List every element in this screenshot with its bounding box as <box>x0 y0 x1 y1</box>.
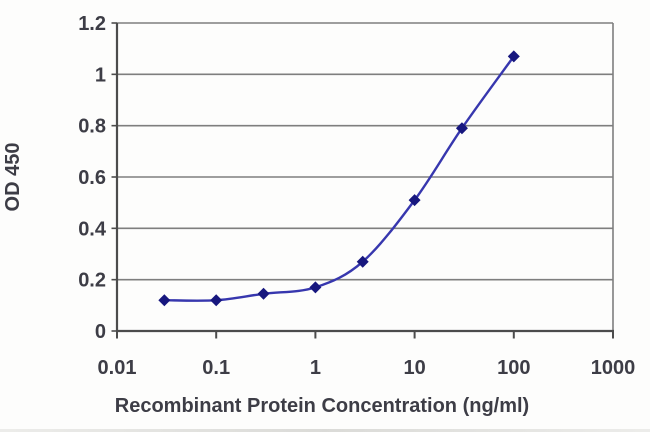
x-tick-label: 0.1 <box>202 357 230 379</box>
y-tick-label: 0 <box>95 321 106 343</box>
y-axis-title: OD 450 <box>2 143 24 212</box>
x-tick-label: 10 <box>403 357 425 379</box>
x-tick-label: 1000 <box>591 357 636 379</box>
data-point-marker <box>158 294 171 307</box>
data-point-marker <box>455 122 468 135</box>
gridlines-layer <box>117 22 614 331</box>
data-point-marker <box>210 294 223 307</box>
x-tick-label: 1 <box>310 357 321 379</box>
y-tick-label: 0.8 <box>78 116 106 138</box>
y-tick-label: 1 <box>95 64 106 86</box>
y-tick-label: 0.2 <box>78 270 106 292</box>
x-axis-title: Recombinant Protein Concentration (ng/ml… <box>115 395 529 417</box>
y-tick-label: 1.2 <box>78 13 106 35</box>
series-line <box>163 55 515 302</box>
tick-labels-layer: 0 0.2 0.4 0.6 0.8 1 1.2 0.01 0.1 1 10 100 1000 <box>78 13 635 379</box>
x-tick-label: 100 <box>497 357 530 379</box>
data-point-marker <box>309 281 322 294</box>
x-tick-label: 0.01 <box>98 357 137 379</box>
data-point-marker <box>408 194 421 207</box>
data-point-marker <box>507 50 520 63</box>
y-tick-label: 0.6 <box>78 167 106 189</box>
data-point-marker <box>356 255 369 268</box>
scan-artifact-strip <box>0 429 650 432</box>
axes-layer <box>111 22 614 339</box>
data-point-marker <box>257 287 270 300</box>
series-layer <box>158 50 520 307</box>
y-tick-label: 0.4 <box>78 218 107 240</box>
